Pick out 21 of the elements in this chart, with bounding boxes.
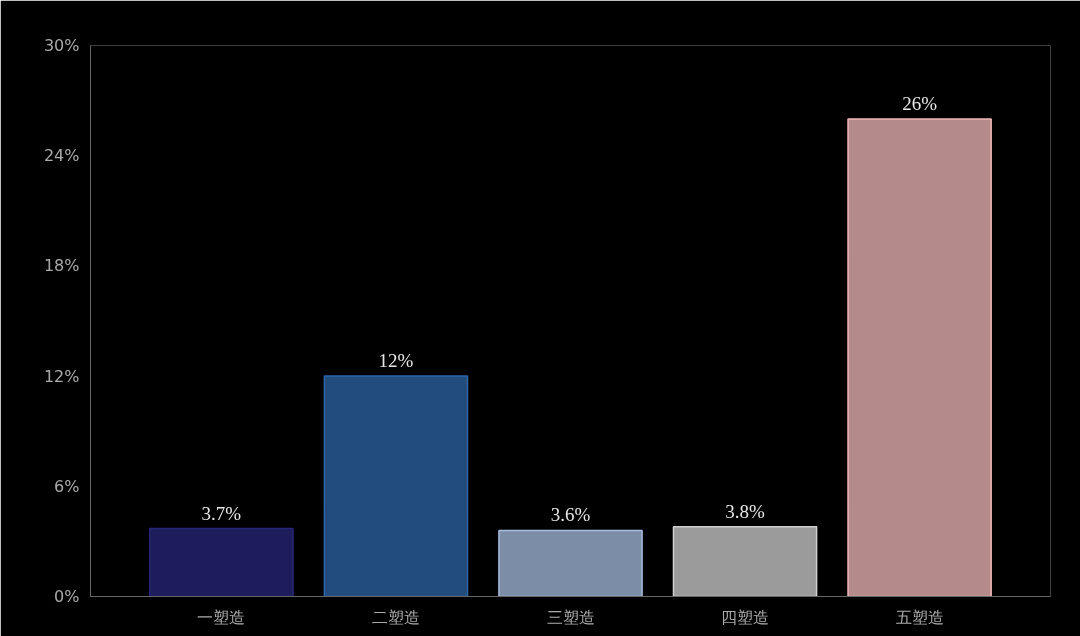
bar	[847, 118, 992, 597]
bar	[672, 525, 818, 597]
x-tick-label: 三塑造	[546, 607, 595, 627]
x-tick-label: 一塑造	[197, 607, 246, 627]
data-label: 3.7%	[201, 502, 242, 524]
y-tick-label: 6%	[54, 476, 80, 496]
data-label: 12%	[378, 350, 414, 372]
y-tick-label: 0%	[54, 587, 80, 606]
bar	[149, 527, 294, 597]
y-tick-label: 24%	[43, 146, 80, 166]
y-tick-label: 18%	[43, 256, 80, 276]
data-label: 3.6%	[550, 504, 591, 526]
bar	[323, 375, 469, 597]
y-tick-label: 30%	[43, 36, 80, 55]
data-label: 3.8%	[725, 500, 766, 522]
x-tick-label: 二塑造	[371, 607, 420, 627]
data-label: 26%	[902, 92, 938, 114]
x-tick-label: 五塑造	[895, 607, 944, 627]
y-tick-label: 12%	[43, 366, 80, 386]
bar	[498, 529, 643, 597]
x-tick-label: 四塑造	[721, 607, 770, 627]
